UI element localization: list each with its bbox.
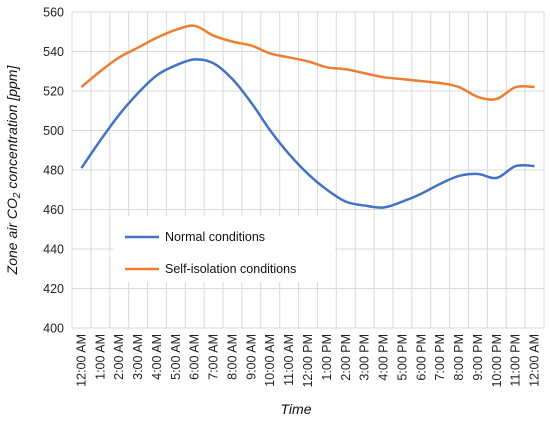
x-tick-label: 7:00 PM xyxy=(433,334,447,381)
x-tick-label: 4:00 AM xyxy=(150,334,164,380)
series-line-self-isolation xyxy=(80,24,535,101)
legend-label-self-isolation: Self-isolation conditions xyxy=(165,262,296,276)
y-tick-label: 560 xyxy=(43,6,64,20)
x-tick-label: 8:00 PM xyxy=(452,334,466,381)
x-tick-label: 8:00 AM xyxy=(225,334,239,380)
y-axis-title-main: Zone air CO xyxy=(4,198,20,275)
x-tick-label: 6:00 AM xyxy=(188,334,202,380)
x-tick-label: 10:00 PM xyxy=(490,334,504,388)
series-lines xyxy=(80,24,535,209)
x-tick-label: 6:00 PM xyxy=(414,334,428,381)
legend: Normal conditions Self-isolation conditi… xyxy=(113,216,335,282)
x-tick-label: 9:00 AM xyxy=(244,334,258,380)
x-tick-label: 1:00 PM xyxy=(320,334,334,381)
y-tick-label: 460 xyxy=(43,203,64,217)
x-tick-label: 12:00 AM xyxy=(528,334,542,387)
y-tick-label: 540 xyxy=(43,45,64,59)
y-axis-ticks: 400 420 440 460 480 500 520 540 560 xyxy=(43,6,64,336)
y-tick-label: 520 xyxy=(43,85,64,99)
x-tick-label: 1:00 AM xyxy=(93,334,107,380)
y-tick-label: 440 xyxy=(43,243,64,257)
y-axis-title-rest: concentration [ppm] xyxy=(4,65,20,193)
y-tick-label: 500 xyxy=(43,124,64,138)
x-tick-label: 10:00 AM xyxy=(263,334,277,387)
x-tick-label: 3:00 AM xyxy=(131,334,145,380)
x-tick-label: 11:00 PM xyxy=(509,334,523,387)
x-tick-label: 12:00 AM xyxy=(74,334,88,387)
x-tick-label: 4:00 PM xyxy=(377,334,391,381)
x-tick-label: 12:00 PM xyxy=(301,334,315,388)
x-tick-label: 11:00 AM xyxy=(282,334,296,386)
x-tick-label: 7:00 AM xyxy=(207,334,221,380)
y-tick-label: 420 xyxy=(43,282,64,296)
x-tick-label: 2:00 PM xyxy=(339,334,353,381)
x-axis-ticks: 12:00 AM 1:00 AM 2:00 AM 3:00 AM 4:00 AM 5:00… xyxy=(74,334,541,388)
series-line-normal xyxy=(80,58,535,209)
y-axis-title: Zone air CO2 concentration [ppm] xyxy=(4,65,23,276)
y-tick-label: 480 xyxy=(43,164,64,178)
x-tick-label: 3:00 PM xyxy=(358,334,372,381)
legend-box xyxy=(113,216,335,282)
x-tick-label: 5:00 PM xyxy=(395,334,409,381)
x-tick-label: 5:00 AM xyxy=(169,334,183,380)
y-axis-title-subscript: 2 xyxy=(12,192,23,199)
legend-label-normal: Normal conditions xyxy=(165,230,265,244)
x-axis-title: Time xyxy=(281,401,312,417)
x-tick-label: 2:00 AM xyxy=(112,334,126,380)
x-tick-label: 9:00 PM xyxy=(471,334,485,381)
y-tick-label: 400 xyxy=(43,322,64,336)
